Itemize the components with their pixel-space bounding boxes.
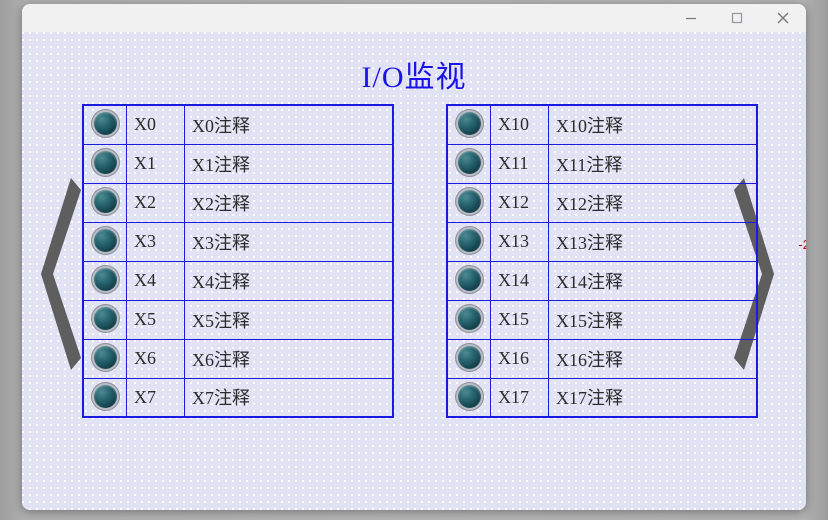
table-row[interactable]: X17 X17注释	[446, 377, 758, 418]
led-cell	[82, 299, 127, 340]
io-comment[interactable]: X10注释	[548, 104, 758, 145]
table-row[interactable]: X10 X10注释	[446, 104, 758, 145]
led-cell	[446, 299, 491, 340]
status-led-icon	[93, 307, 117, 331]
io-address: X17	[490, 377, 549, 418]
led-cell	[446, 104, 491, 145]
io-address: X13	[490, 221, 549, 262]
status-led-icon	[457, 112, 481, 136]
status-led-icon	[457, 190, 481, 214]
led-cell	[82, 377, 127, 418]
io-comment[interactable]: X11注释	[548, 143, 758, 184]
io-address: X2	[126, 182, 185, 223]
maximize-icon	[731, 12, 743, 24]
minimize-icon	[686, 17, 696, 20]
table-row[interactable]: X5 X5注释	[82, 299, 394, 340]
io-comment[interactable]: X16注释	[548, 338, 758, 379]
table-row[interactable]: X4 X4注释	[82, 260, 394, 301]
io-comment[interactable]: X1注释	[184, 143, 394, 184]
io-comment[interactable]: X2注释	[184, 182, 394, 223]
status-led-icon	[93, 268, 117, 292]
status-led-icon	[457, 268, 481, 292]
io-table-right: X10 X10注释 X11 X11注释 X12 X12注释 X13 X13注释 X14 X14注释…	[446, 104, 758, 418]
title-bar	[22, 4, 806, 32]
io-address: X1	[126, 143, 185, 184]
maximize-button[interactable]	[714, 4, 760, 32]
led-cell	[446, 182, 491, 223]
io-address: X7	[126, 377, 185, 418]
io-comment[interactable]: X12注释	[548, 182, 758, 223]
table-row[interactable]: X2 X2注释	[82, 182, 394, 223]
led-cell	[446, 221, 491, 262]
io-comment[interactable]: X7注释	[184, 377, 394, 418]
io-address: X5	[126, 299, 185, 340]
io-table-right-body: X10 X10注释 X11 X11注释 X12 X12注释 X13 X13注释 X14 X14注释…	[446, 104, 758, 418]
status-led-icon	[93, 190, 117, 214]
status-led-icon	[457, 307, 481, 331]
io-comment[interactable]: X14注释	[548, 260, 758, 301]
table-row[interactable]: X11 X11注释	[446, 143, 758, 184]
led-cell	[446, 260, 491, 301]
io-address: X16	[490, 338, 549, 379]
io-address: X4	[126, 260, 185, 301]
close-button[interactable]	[760, 4, 806, 32]
led-cell	[446, 143, 491, 184]
io-address: X6	[126, 338, 185, 379]
io-address: X11	[490, 143, 549, 184]
io-comment[interactable]: X17注释	[548, 377, 758, 418]
led-cell	[82, 143, 127, 184]
status-led-icon	[93, 229, 117, 253]
page-title: I/O监视	[361, 61, 467, 94]
chevron-left-icon	[41, 178, 81, 370]
io-address: X15	[490, 299, 549, 340]
client-area: I/O监视 X0 X0注释 X1 X1注释 X2 X2注释 X3 X3注释 X4 X4注释 X5 X5…	[22, 32, 806, 510]
table-row[interactable]: X13 X13注释	[446, 221, 758, 262]
status-led-icon	[457, 346, 481, 370]
led-cell	[446, 377, 491, 418]
table-row[interactable]: X1 X1注释	[82, 143, 394, 184]
io-address: X0	[126, 104, 185, 145]
status-led-icon	[93, 151, 117, 175]
led-cell	[82, 338, 127, 379]
status-led-icon	[93, 112, 117, 136]
io-address: X3	[126, 221, 185, 262]
io-table-left: X0 X0注释 X1 X1注释 X2 X2注释 X3 X3注释 X4 X4注释 X5 X5注释 X6 X6…	[82, 104, 394, 418]
table-row[interactable]: X7 X7注释	[82, 377, 394, 418]
io-comment[interactable]: X15注释	[548, 299, 758, 340]
close-icon	[777, 12, 789, 24]
edge-marker-label: -2	[798, 237, 806, 252]
application-window: I/O监视 X0 X0注释 X1 X1注释 X2 X2注释 X3 X3注释 X4 X4注释 X5 X5…	[22, 4, 806, 510]
status-led-icon	[457, 229, 481, 253]
io-address: X14	[490, 260, 549, 301]
minimize-button[interactable]	[668, 4, 714, 32]
prev-page-arrow[interactable]	[37, 174, 85, 374]
table-row[interactable]: X16 X16注释	[446, 338, 758, 379]
io-address: X12	[490, 182, 549, 223]
table-row[interactable]: X0 X0注释	[82, 104, 394, 145]
io-comment[interactable]: X5注释	[184, 299, 394, 340]
led-cell	[446, 338, 491, 379]
io-comment[interactable]: X3注释	[184, 221, 394, 262]
led-cell	[82, 260, 127, 301]
io-comment[interactable]: X13注释	[548, 221, 758, 262]
led-cell	[82, 182, 127, 223]
table-row[interactable]: X14 X14注释	[446, 260, 758, 301]
status-led-icon	[93, 384, 117, 408]
led-cell	[82, 221, 127, 262]
table-row[interactable]: X6 X6注释	[82, 338, 394, 379]
table-row[interactable]: X12 X12注释	[446, 182, 758, 223]
status-led-icon	[93, 346, 117, 370]
io-comment[interactable]: X6注释	[184, 338, 394, 379]
io-comment[interactable]: X4注释	[184, 260, 394, 301]
table-row[interactable]: X3 X3注释	[82, 221, 394, 262]
status-led-icon	[457, 384, 481, 408]
table-row[interactable]: X15 X15注释	[446, 299, 758, 340]
io-comment[interactable]: X0注释	[184, 104, 394, 145]
io-table-left-body: X0 X0注释 X1 X1注释 X2 X2注释 X3 X3注释 X4 X4注释 X5 X5注释 X6 X6…	[82, 104, 394, 418]
led-cell	[82, 104, 127, 145]
io-address: X10	[490, 104, 549, 145]
status-led-icon	[457, 151, 481, 175]
